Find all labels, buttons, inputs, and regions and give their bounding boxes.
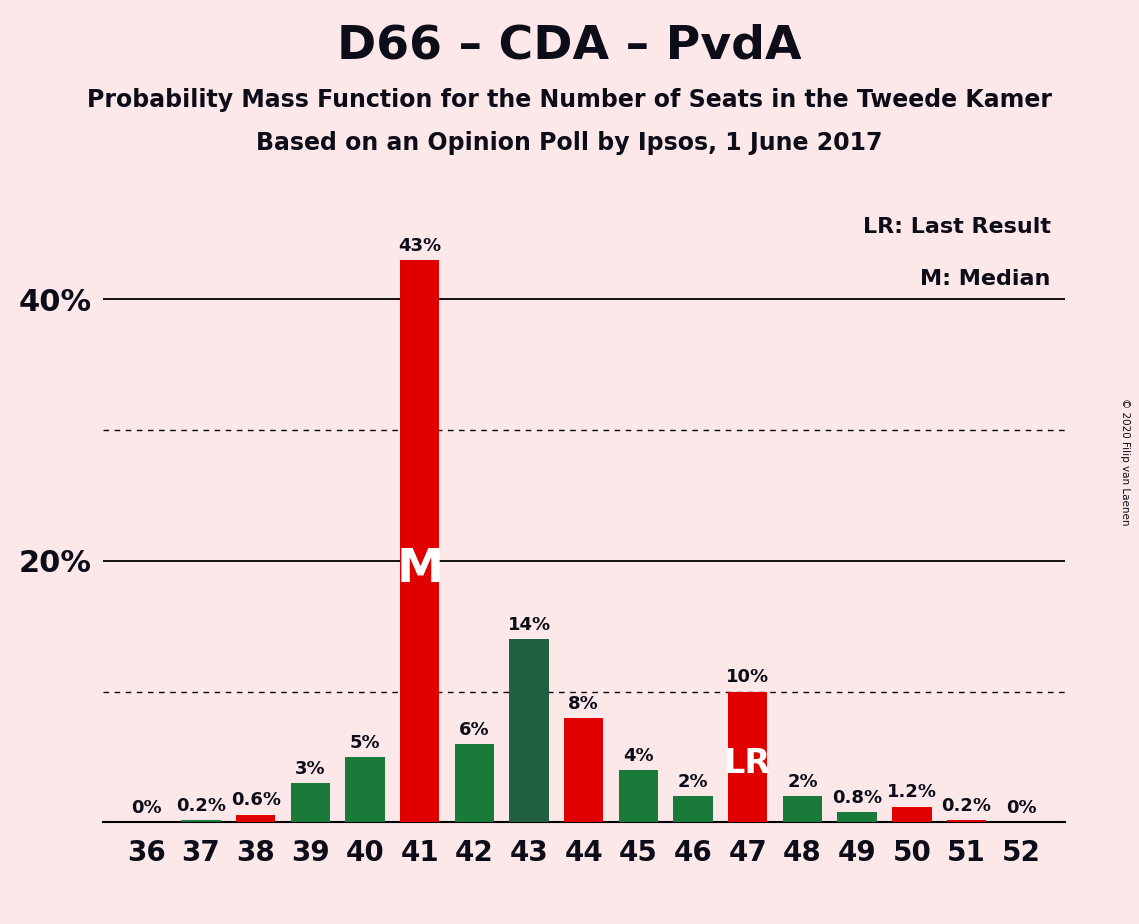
Bar: [728, 692, 768, 822]
Text: 10%: 10%: [727, 668, 769, 687]
Text: 43%: 43%: [399, 237, 441, 255]
Text: 2%: 2%: [678, 773, 708, 791]
Text: © 2020 Filip van Laenen: © 2020 Filip van Laenen: [1121, 398, 1130, 526]
Bar: [892, 807, 932, 822]
Text: 3%: 3%: [295, 760, 326, 778]
Text: 0.8%: 0.8%: [833, 789, 883, 807]
Text: 5%: 5%: [350, 734, 380, 752]
Bar: [947, 820, 986, 822]
Bar: [400, 261, 440, 822]
Text: 2%: 2%: [787, 773, 818, 791]
Text: LR: LR: [724, 747, 771, 780]
Text: 6%: 6%: [459, 721, 490, 738]
Text: LR: Last Result: LR: Last Result: [862, 217, 1050, 237]
Bar: [290, 784, 330, 822]
Text: Based on an Opinion Poll by Ipsos, 1 June 2017: Based on an Opinion Poll by Ipsos, 1 Jun…: [256, 131, 883, 155]
Bar: [509, 639, 549, 822]
Bar: [782, 796, 822, 822]
Bar: [181, 820, 221, 822]
Text: M: Median: M: Median: [920, 270, 1050, 289]
Text: Probability Mass Function for the Number of Seats in the Tweede Kamer: Probability Mass Function for the Number…: [87, 88, 1052, 112]
Text: 0%: 0%: [131, 799, 162, 817]
Text: 0.2%: 0.2%: [175, 796, 226, 815]
Bar: [837, 812, 877, 822]
Bar: [454, 744, 494, 822]
Text: 8%: 8%: [568, 695, 599, 712]
Text: 0%: 0%: [1006, 799, 1036, 817]
Bar: [345, 757, 385, 822]
Bar: [673, 796, 713, 822]
Text: 0.6%: 0.6%: [230, 791, 280, 809]
Text: 1.2%: 1.2%: [887, 784, 937, 801]
Text: 4%: 4%: [623, 747, 654, 765]
Text: M: M: [396, 547, 443, 592]
Bar: [564, 718, 604, 822]
Bar: [236, 815, 276, 822]
Text: D66 – CDA – PvdA: D66 – CDA – PvdA: [337, 23, 802, 68]
Text: 14%: 14%: [508, 616, 550, 634]
Bar: [618, 770, 658, 822]
Text: 0.2%: 0.2%: [942, 796, 992, 815]
